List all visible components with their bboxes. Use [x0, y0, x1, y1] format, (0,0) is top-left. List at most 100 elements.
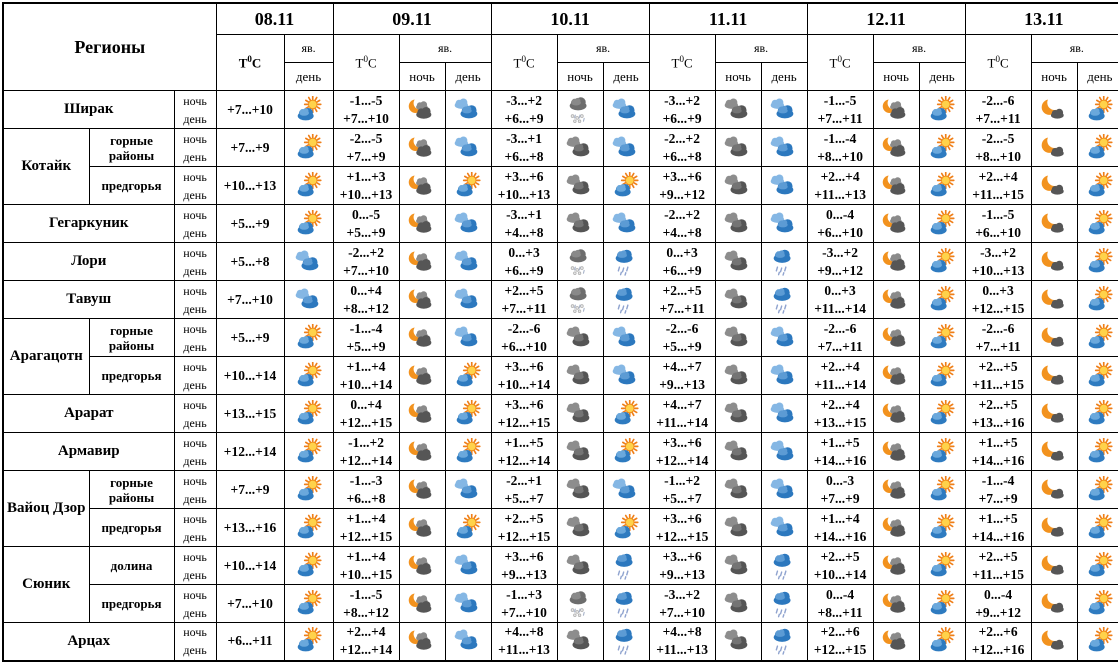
night-temp: -2...-6: [981, 320, 1015, 336]
sun-cloud-icon: [918, 280, 966, 319]
day-temp: +13...+15: [223, 405, 277, 421]
night-label: ночь: [183, 207, 207, 222]
night-header: ночь: [398, 62, 446, 91]
day-temp: +7...+10: [227, 595, 273, 611]
region-name: Арарат: [2, 394, 175, 433]
moon-cloud-icon: [872, 622, 920, 661]
forecast-row: предгорья ночь день +10...+13 +1...+3 +10...+…: [3, 166, 1118, 205]
night-day-labels: ночь день: [173, 318, 217, 357]
dark-cloud-icon: [714, 166, 762, 205]
phenomena-header: яв.: [556, 34, 650, 63]
temp-cell: +3...+6 +9...+13: [490, 546, 558, 585]
sun-cloud-icon: [444, 394, 492, 433]
moon-cloud-icon: [398, 394, 446, 433]
cloudy-icon: [760, 204, 808, 243]
temp-cell: +7...+9: [215, 470, 285, 509]
region-name: Армавир: [2, 432, 175, 471]
day-temp: +7...+11: [975, 110, 1021, 126]
moon-small-cloud-icon: [1030, 394, 1078, 433]
temp-cell: +2...+4 +11...+15: [964, 166, 1032, 205]
region-name: Вайоц Дзор: [2, 470, 90, 547]
temp-header: T0C: [490, 34, 558, 91]
night-temp: -1...-5: [981, 206, 1015, 222]
day-label: день: [183, 187, 207, 202]
night-temp: 0...+4: [350, 282, 382, 298]
moon-cloud-icon: [398, 166, 446, 205]
night-temp: +1...+4: [346, 548, 386, 564]
cloudy-icon: [760, 318, 808, 357]
moon-small-cloud-icon: [1030, 432, 1078, 471]
sun-cloud-icon: [602, 394, 650, 433]
night-temp: 0...-4: [826, 586, 855, 602]
night-temp: +2...+5: [504, 282, 544, 298]
sleet-icon: [556, 584, 604, 623]
dark-cloud-icon: [714, 318, 762, 357]
night-temp: +2...+5: [978, 548, 1018, 564]
sun-cloud-icon: [444, 508, 492, 547]
temp-cell: +5...+9: [215, 204, 285, 243]
cloudy-icon: [444, 204, 492, 243]
night-temp: -1...-5: [349, 92, 383, 108]
day-temp: +6...+8: [504, 148, 544, 164]
day-temp: +7...+9: [230, 139, 270, 155]
night-temp: +2...+6: [820, 624, 860, 640]
temp-cell: -2...-6 +7...+11: [806, 318, 874, 357]
sun-cloud-icon: [1076, 356, 1118, 395]
rain-icon: [760, 546, 808, 585]
forecast-row: Арцах ночь день +6...+11 +2...+4 +12...+14 +4.…: [2, 622, 1118, 661]
night-temp: +2...+4: [978, 168, 1018, 184]
day-temp: +7...+10: [343, 262, 389, 278]
moon-cloud-icon: [872, 242, 920, 281]
day-temp: +10...+13: [339, 186, 393, 202]
moon-cloud-icon: [398, 432, 446, 471]
night-day-labels: ночь день: [173, 242, 217, 281]
night-temp: -1...-4: [823, 130, 857, 146]
temp-cell: -3...+2 +10...+13: [964, 242, 1032, 281]
day-temp: +6...+11: [227, 633, 273, 649]
dark-cloud-icon: [556, 204, 604, 243]
cloudy-icon: [602, 90, 650, 129]
night-day-labels: ночь день: [173, 280, 217, 319]
region-name: Лори: [2, 242, 175, 281]
sun-cloud-icon: [918, 242, 966, 281]
sun-cloud-icon: [918, 128, 966, 167]
night-header: ночь: [714, 62, 762, 91]
moon-small-cloud-icon: [1030, 242, 1078, 281]
night-temp: 0...+3: [824, 282, 856, 298]
temp-cell: 0...-4 +9...+12: [964, 584, 1032, 623]
moon-small-cloud-icon: [1030, 318, 1078, 357]
sun-cloud-icon: [1076, 508, 1118, 547]
day-header: день: [760, 62, 808, 91]
night-temp: +4...+7: [662, 396, 702, 412]
day-header: день: [1076, 62, 1118, 91]
temp-cell: +4...+7 +9...+13: [648, 356, 716, 395]
cloudy-icon: [760, 356, 808, 395]
night-temp: +4...+7: [662, 358, 702, 374]
rain-icon: [602, 546, 650, 585]
cloudy-icon: [444, 280, 492, 319]
day-temp: +10...+14: [497, 376, 551, 392]
day-temp: +12...+15: [655, 528, 709, 544]
night-temp: -2...-6: [981, 92, 1015, 108]
day-label: день: [183, 111, 207, 126]
region-name: Тавуш: [2, 280, 175, 319]
night-temp: +1...+5: [820, 434, 860, 450]
cloudy-icon: [760, 432, 808, 471]
dark-cloud-icon: [714, 356, 762, 395]
night-temp: -2...+2: [664, 130, 700, 146]
forecast-row: Лори ночь день +5...+8 -2...+2 +7...+10 0...+3…: [2, 242, 1118, 281]
region-name: Сюник: [2, 546, 90, 623]
day-temp: +9...+13: [501, 566, 547, 582]
day-label: день: [183, 453, 207, 468]
night-label: ночь: [183, 473, 207, 488]
day-header: день: [602, 62, 650, 91]
night-temp: +3...+6: [504, 358, 544, 374]
night-temp: -1...-4: [981, 472, 1015, 488]
moon-cloud-icon: [398, 90, 446, 129]
night-label: ночь: [183, 549, 207, 564]
dark-cloud-icon: [714, 546, 762, 585]
temp-cell: +7...+10: [215, 280, 285, 319]
night-header: ночь: [556, 62, 604, 91]
night-temp: +2...+4: [820, 396, 860, 412]
moon-cloud-icon: [398, 622, 446, 661]
